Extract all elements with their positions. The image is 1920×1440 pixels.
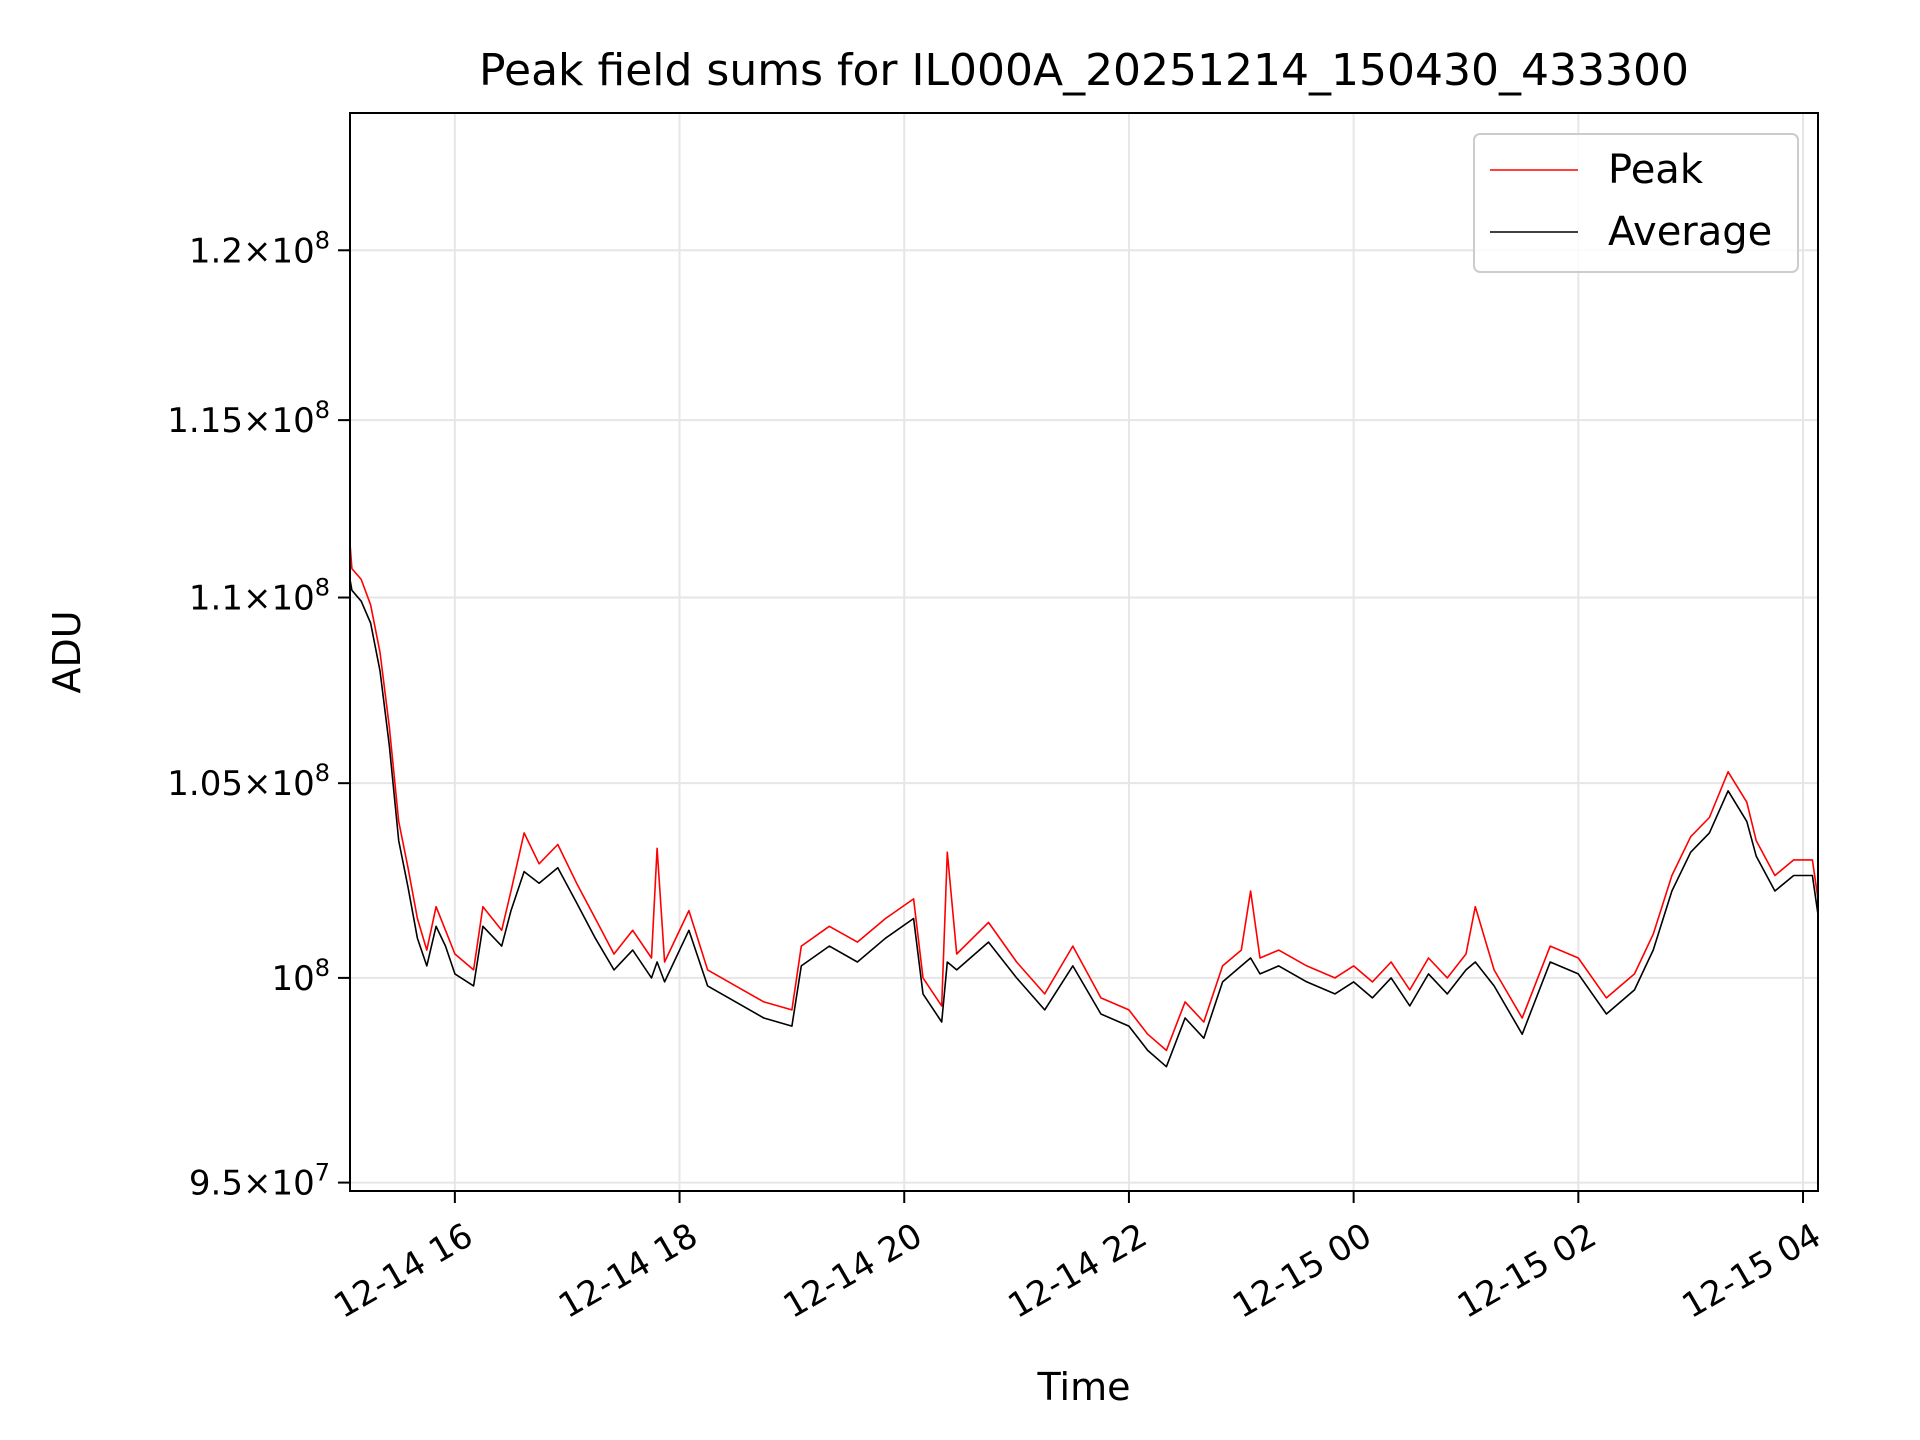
y-tick-label: 9.5×107: [189, 1159, 330, 1204]
legend-label-average: Average: [1608, 209, 1772, 255]
legend-box: [1473, 133, 1799, 273]
series-layer: [350, 543, 1818, 1068]
plot-frame: [349, 112, 1819, 1192]
series-line-peak: [350, 543, 1818, 1052]
legend: Peak Average: [1473, 133, 1799, 273]
y-axis: 9.5×107 108 1.05×108 1.1×108 1.15×108 1.2×108: [167, 226, 350, 1204]
y-tick-label: 1.2×108: [189, 226, 330, 271]
x-axis-label: Time: [1037, 1365, 1131, 1409]
y-tick-label: 1.1×108: [189, 574, 330, 619]
y-tick-label: 1.15×108: [167, 396, 330, 441]
chart-title: Peak field sums for IL000A_20251214_1504…: [479, 45, 1689, 96]
y-axis-label: ADU: [45, 610, 89, 693]
legend-label-peak: Peak: [1608, 147, 1704, 193]
series-line-average: [350, 579, 1818, 1068]
gridlines: [350, 113, 1818, 1191]
y-tick-label: 1.05×108: [167, 759, 330, 804]
y-tick-label: 108: [271, 954, 330, 999]
